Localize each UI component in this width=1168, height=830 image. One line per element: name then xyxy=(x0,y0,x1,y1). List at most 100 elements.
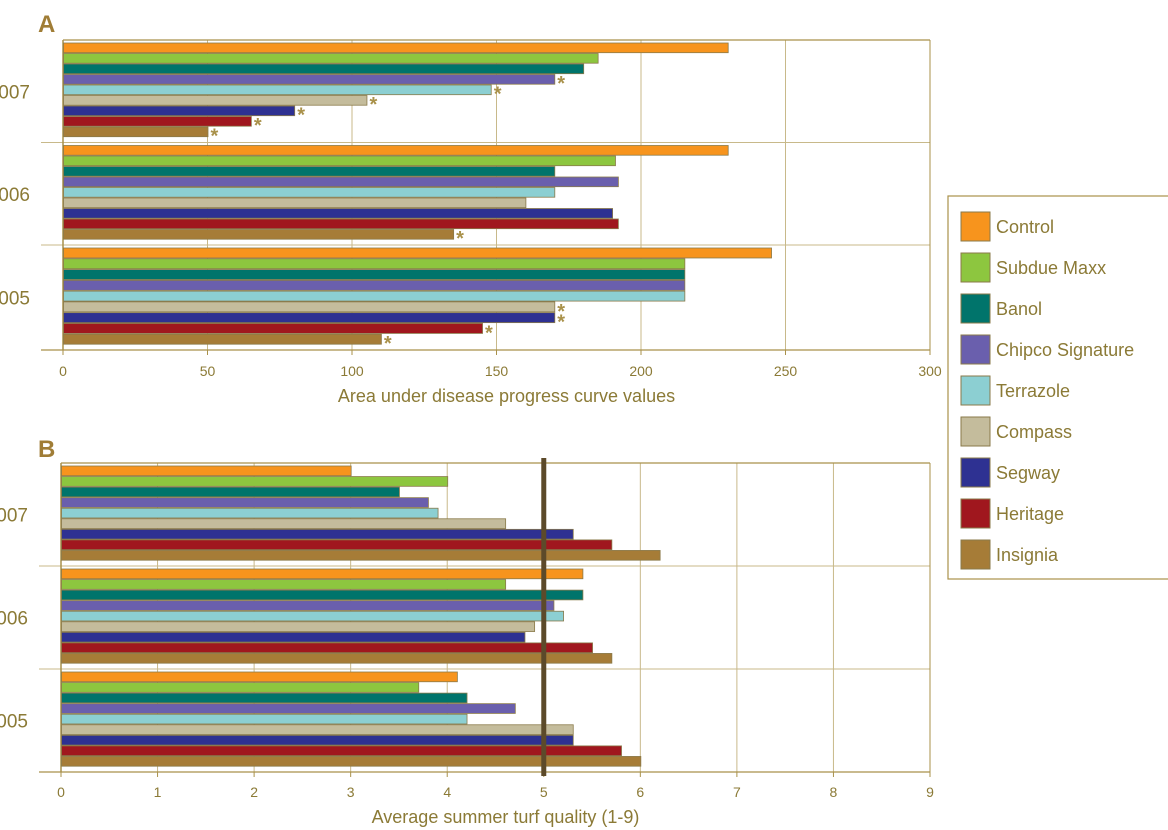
bar-chipco-signature xyxy=(63,279,686,291)
bar-heritage xyxy=(63,323,483,334)
significance-asterisk: * xyxy=(557,312,565,334)
bar-insignia xyxy=(63,333,382,345)
bar-control xyxy=(63,42,729,54)
bar-terrazole xyxy=(61,713,468,725)
bar-chipco-signature xyxy=(61,600,555,611)
legend-label: Control xyxy=(996,217,1054,237)
significance-asterisk: * xyxy=(485,322,493,344)
bar-control xyxy=(61,671,458,683)
bar-banol xyxy=(63,63,585,75)
bar-heritage xyxy=(61,642,593,654)
bar-insignia xyxy=(61,653,613,664)
bar-segway xyxy=(61,631,526,643)
bar-control xyxy=(61,465,352,477)
bar-terrazole xyxy=(61,610,564,622)
x-tick-label: 300 xyxy=(918,363,942,379)
year-label: 2006 xyxy=(0,609,28,630)
legend-label: Insignia xyxy=(996,545,1059,565)
year-label: 2007 xyxy=(0,506,28,527)
legend-swatch-heritage xyxy=(960,498,991,529)
bar-compass xyxy=(61,724,574,735)
bar-segway xyxy=(61,734,574,746)
bar-heritage xyxy=(61,539,613,551)
panel-b-label: B xyxy=(38,436,55,463)
bar-insignia xyxy=(63,229,455,240)
bar-subdue-maxx xyxy=(63,258,686,270)
bar-banol xyxy=(63,269,686,280)
bar-banol xyxy=(61,589,584,601)
significance-asterisk: * xyxy=(369,94,377,116)
bar-insignia xyxy=(61,756,642,767)
x-tick-label: 250 xyxy=(774,363,798,379)
bar-terrazole xyxy=(63,290,686,302)
bar-segway xyxy=(63,105,296,117)
year-label: 2005 xyxy=(0,712,28,733)
significance-asterisk: * xyxy=(494,84,502,106)
x-axis-label: Area under disease progress curve values xyxy=(338,386,675,406)
bar-control xyxy=(61,568,584,580)
significance-asterisk: * xyxy=(557,73,565,95)
bar-subdue-maxx xyxy=(63,53,599,64)
x-tick-label: 7 xyxy=(733,784,741,800)
bar-heritage xyxy=(63,218,619,230)
x-tick-label: 0 xyxy=(59,363,67,379)
panel-b-chart: 0 1 2 3 4 5 6 7 8 9 Average summer turf quality (1… xyxy=(0,458,934,827)
legend-label: Terrazole xyxy=(996,381,1070,401)
legend: Control Subdue Maxx Banol Chipco Signature T… xyxy=(947,195,1168,580)
bar-heritage xyxy=(63,116,252,127)
x-tick-label: 3 xyxy=(347,784,355,800)
legend-label: Segway xyxy=(996,463,1060,483)
x-tick-label: 50 xyxy=(200,363,216,379)
legend-swatch-insignia xyxy=(960,539,991,570)
significance-asterisk: * xyxy=(297,105,305,127)
significance-asterisk: * xyxy=(456,228,464,250)
panel-a-label: A xyxy=(38,11,55,38)
significance-asterisk: * xyxy=(211,126,219,148)
bar-compass xyxy=(61,621,536,632)
bar-control xyxy=(63,145,729,156)
legend-swatch-chipco-signature xyxy=(960,334,991,365)
bar-insignia xyxy=(63,126,209,138)
bar-subdue-maxx xyxy=(63,155,616,167)
x-tick-label: 1 xyxy=(154,784,162,800)
bar-subdue-maxx xyxy=(61,579,507,590)
legend-label: Banol xyxy=(996,299,1042,319)
bar-compass xyxy=(63,95,368,106)
bar-banol xyxy=(61,486,400,498)
bar-terrazole xyxy=(63,84,492,96)
bar-segway xyxy=(63,312,556,324)
bar-subdue-maxx xyxy=(61,476,449,487)
legend-swatch-subdue-maxx xyxy=(960,252,991,283)
bar-compass xyxy=(63,301,556,313)
legend-swatch-terrazole xyxy=(960,375,991,406)
bar-heritage xyxy=(61,745,622,757)
x-tick-label: 6 xyxy=(636,784,644,800)
significance-asterisk: * xyxy=(254,115,262,137)
legend-label: Chipco Signature xyxy=(996,340,1134,360)
bar-segway xyxy=(63,208,613,219)
bar-control xyxy=(63,247,772,259)
legend-label: Subdue Maxx xyxy=(996,258,1106,278)
x-tick-label: 0 xyxy=(57,784,65,800)
bar-segway xyxy=(61,528,574,540)
significance-asterisk: * xyxy=(384,333,392,355)
legend-label: Compass xyxy=(996,422,1072,442)
x-tick-label: 9 xyxy=(926,784,934,800)
bar-terrazole xyxy=(61,507,439,519)
x-axis-label: Average summer turf quality (1-9) xyxy=(372,807,640,827)
legend-swatch-compass xyxy=(960,416,991,447)
bar-chipco-signature xyxy=(63,176,619,188)
x-tick-label: 100 xyxy=(340,363,364,379)
bar-terrazole xyxy=(63,187,556,198)
bar-chipco-signature xyxy=(63,74,556,85)
bar-chipco-signature xyxy=(61,497,429,508)
significance-asterisk: * xyxy=(557,301,565,323)
bar-banol xyxy=(61,692,468,704)
bar-compass xyxy=(63,197,527,209)
bar-insignia xyxy=(61,550,661,561)
x-tick-label: 5 xyxy=(540,784,548,800)
panel-a-chart: 0 50 100 150 200 250 300 Area under disease pro… xyxy=(0,39,942,406)
legend-label: Heritage xyxy=(996,504,1064,524)
x-tick-label: 4 xyxy=(443,784,451,800)
